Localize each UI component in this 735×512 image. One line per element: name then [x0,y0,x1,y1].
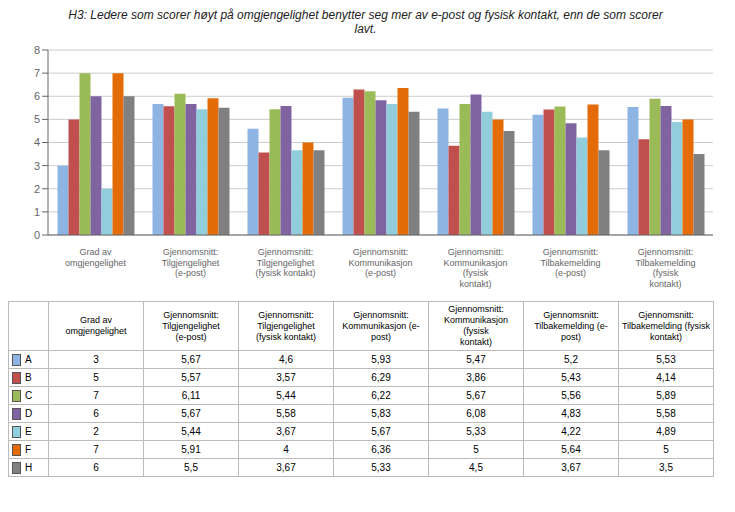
html-text:5,58: 5,58 [656,408,676,419]
html-text:6,36: 6,36 [371,444,391,455]
html-text:5,43: 5,43 [561,372,581,383]
html-text:A: A [25,354,32,366]
html-text:5,83: 5,83 [371,408,391,419]
html-text:Grad av omgjengelighet: Grad av omgjengelighet [65,315,127,336]
html-text:5,53: 5,53 [656,354,676,365]
html-text:7: 7 [93,444,99,455]
html-text:5,58: 5,58 [276,408,296,419]
html-text:3,67: 3,67 [276,426,296,437]
html-text:E: E [25,426,32,438]
html-text:3,5: 3,5 [659,462,673,473]
html-text:6: 6 [93,408,99,419]
html-text:Gjennomsnitt: Kommunikasjon (f: Gjennomsnitt: Kommunikasjon (fysisk kont… [444,304,508,347]
html-text:6,08: 6,08 [466,408,486,419]
html-text:5,2: 5,2 [564,354,578,365]
svg-text:Gjennomsnitt:Kommunikasjon(e-p: Gjennomsnitt:Kommunikasjon(e-post) [348,247,412,278]
svg-text:1: 1 [34,206,40,218]
html-text:3,57: 3,57 [276,372,296,383]
html-text:7: 7 [93,390,99,401]
html-text:5,64: 5,64 [561,444,581,455]
html-text:5,44: 5,44 [276,390,296,401]
html-text:4,22: 4,22 [561,426,581,437]
svg-text:6: 6 [34,90,40,102]
html-text:5: 5 [663,444,669,455]
html-text:Gjennomsnitt: Kommunikasjon (e: Gjennomsnitt: Kommunikasjon (e-post) [342,309,420,342]
html-text:5,67: 5,67 [371,426,391,437]
svg-text:7: 7 [34,67,40,79]
svg-text:4: 4 [34,136,40,148]
svg-text:Gjennomsnitt:Tilgjengelighet(e: Gjennomsnitt:Tilgjengelighet(e-post) [162,247,220,278]
html-text:6,22: 6,22 [371,390,391,401]
html-text:5,56: 5,56 [561,390,581,401]
html-text:5,91: 5,91 [181,444,201,455]
html-text:3,67: 3,67 [276,462,296,473]
html-text:5,5: 5,5 [184,462,198,473]
svg-text:2: 2 [34,183,40,195]
html-text:6: 6 [93,462,99,473]
html-text:4,5: 4,5 [469,462,483,473]
html-text:D: D [25,408,33,420]
html-text:C: C [25,390,33,402]
html-text:5,57: 5,57 [181,372,201,383]
html-text:F: F [25,444,32,456]
html-text:3: 3 [93,354,99,365]
html-text:5,67: 5,67 [181,408,201,419]
svg-text:8: 8 [34,44,40,56]
html-text:4,83: 4,83 [561,408,581,419]
svg-text:Gjennomsnitt:Tilbakemelding(fy: Gjennomsnitt:Tilbakemelding(fysiskkontak… [635,247,695,289]
html-text:H: H [25,462,33,474]
html-text:5,67: 5,67 [181,354,201,365]
html-text:6,11: 6,11 [181,390,201,401]
html-text:5,89: 5,89 [656,390,676,401]
html-text:6,29: 6,29 [371,372,391,383]
svg-text:Gjennomsnitt:Kommunikasjon(fys: Gjennomsnitt:Kommunikasjon(fysiskkontakt… [443,247,507,289]
svg-text:5: 5 [34,113,40,125]
html-text:4,89: 4,89 [656,426,676,437]
html-text:5,47: 5,47 [466,354,486,365]
html-text:3,67: 3,67 [561,462,581,473]
html-text:Gjennomsnitt: Tilbakemelding (: Gjennomsnitt: Tilbakemelding (fysisk kon… [621,309,711,342]
html-text:H3: Ledere som scorer høyt på: H3: Ledere som scorer høyt på omgjengeli… [68,8,663,36]
html-text:4,14: 4,14 [656,372,676,383]
svg-text:Gjennomsnitt:Tilgjengelighet(f: Gjennomsnitt:Tilgjengelighet(fysisk kont… [255,247,315,278]
html-text:Gjennomsnitt: Tilgjengelighet: Gjennomsnitt: Tilgjengelighet (fysisk ko… [256,309,316,342]
html-text:3,86: 3,86 [466,372,486,383]
html-text:5: 5 [93,372,99,383]
svg-text:Gjennomsnitt:Tilbakemelding(e-: Gjennomsnitt:Tilbakemelding(e-post) [540,247,600,278]
html-text:5,44: 5,44 [181,426,201,437]
html-text:B: B [25,372,32,384]
svg-text:0: 0 [34,229,40,241]
html-text:4: 4 [283,444,289,455]
html-text:5,67: 5,67 [466,390,486,401]
html-text:5,33: 5,33 [371,462,391,473]
html-text:4,6: 4,6 [279,354,293,365]
html-text:Gjennomsnitt: Tilgjengelighet: Gjennomsnitt: Tilgjengelighet (e-post) [162,309,220,342]
html-text:Gjennomsnitt: Tilbakemelding (: Gjennomsnitt: Tilbakemelding (e-post) [534,309,608,342]
html-text:2: 2 [93,426,99,437]
svg-text:Grad avomgjengelighet: Grad avomgjengelighet [65,247,127,268]
html-text:5,33: 5,33 [466,426,486,437]
html-text:5: 5 [473,444,479,455]
svg-text:3: 3 [34,160,40,172]
html-text:5,93: 5,93 [371,354,391,365]
